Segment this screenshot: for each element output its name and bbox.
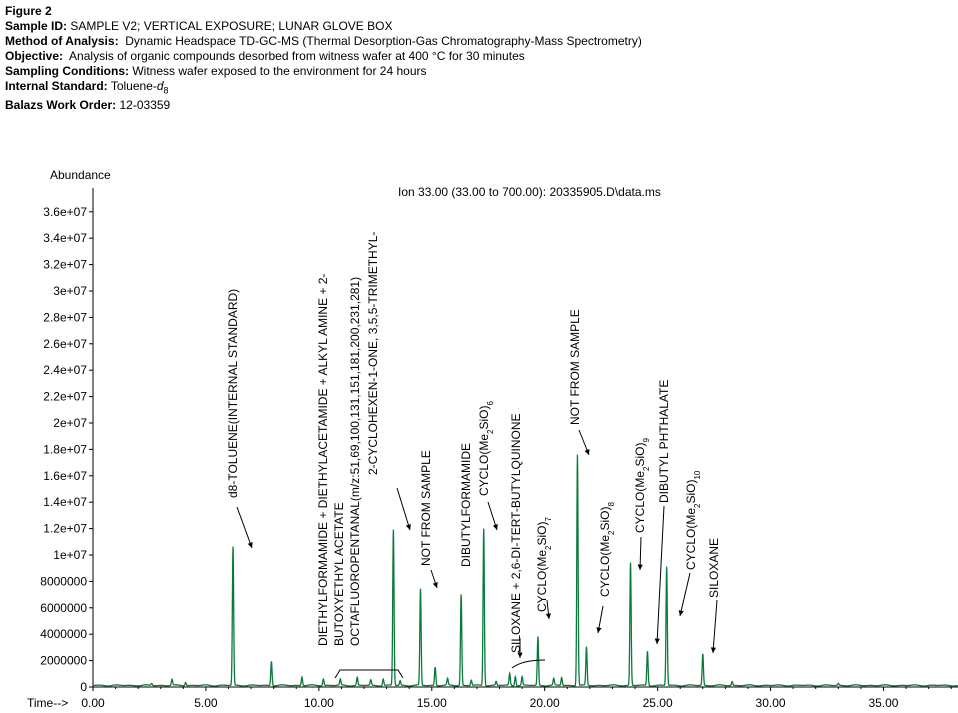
y-tick-label: 2.6e+07 xyxy=(43,337,87,351)
trace-line xyxy=(93,454,958,687)
annotation-label: NOT FROM SAMPLE xyxy=(419,450,433,566)
peak-annotation: CYCLO(Me2SiO)8 xyxy=(596,502,616,634)
annotation-label: SILOXANE xyxy=(707,538,721,598)
figure-label: Figure 2 xyxy=(5,4,52,18)
y-axis-label: Abundance xyxy=(50,168,111,182)
y-tick-label: 3.4e+07 xyxy=(43,231,87,245)
peak-annotation: DIBUTYL PHTHALATE xyxy=(654,380,671,645)
peak-annotation: CYCLO(Me2SiO)7 xyxy=(535,517,553,620)
peak-annotation: SILOXANE xyxy=(707,538,721,654)
annotation-bracket xyxy=(334,669,404,679)
annotation-label: d8-TOLUENE(INTERNAL STANDARD) xyxy=(226,289,240,498)
annotation-arrow xyxy=(712,599,718,654)
x-tick-label: 35.00 xyxy=(868,696,898,710)
annotation-arrow xyxy=(639,536,642,571)
x-tick-label: 15.00 xyxy=(417,696,447,710)
y-tick-label: 1.2e+07 xyxy=(43,522,87,536)
peak-annotation: NOT FROM SAMPLE xyxy=(568,309,590,456)
chromatogram-trace xyxy=(93,454,958,687)
peak-annotations: d8-TOLUENE(INTERNAL STANDARD) DIETHYLFORM… xyxy=(226,232,721,679)
internal-standard-row: Internal Standard: Toluene-d8 xyxy=(5,79,169,96)
y-tick-label: 3.2e+07 xyxy=(43,258,87,272)
peak-annotation: SILOXANE + 2,6-DI-TERT-BUTYLQUINONE xyxy=(509,413,523,658)
annotation-arrowhead xyxy=(710,647,717,653)
peak-annotation: NOT FROM SAMPLE xyxy=(419,450,438,589)
y-tick-label: 3.6e+07 xyxy=(43,205,87,219)
y-tick-label: 8000000 xyxy=(40,574,87,588)
annotation-label: DIBUTYLFORMAMIDE xyxy=(459,443,473,567)
ion-label: Ion 33.00 (33.00 to 700.00): 20335905.D\… xyxy=(398,185,661,199)
y-tick-label: 0 xyxy=(80,680,87,694)
annotation-arrowhead xyxy=(405,524,411,530)
x-tick-label: 0.00 xyxy=(81,696,105,710)
axes: 0 2000000 4000000 6000000 8000000 1e+07 1.2e+0… xyxy=(40,188,958,710)
annotation-label: BUTOXYETHYL ACETATE xyxy=(332,502,346,646)
annotation-arrowhead xyxy=(517,652,523,658)
peak-annotation: CYCLO(Me2SiO)10 xyxy=(678,470,702,617)
y-tick-label: 2e+07 xyxy=(53,416,87,430)
peak-annotation: CYCLO(Me2SiO)9 xyxy=(633,438,651,571)
work-order-row: Balazs Work Order: 12-03359 xyxy=(5,98,171,113)
sample-id-row: Sample ID: SAMPLE V2; VERTICAL EXPOSURE;… xyxy=(5,19,393,33)
report-header: Figure 2 Sample ID: SAMPLE V2; VERTICAL … xyxy=(5,4,642,113)
annotation-arrow xyxy=(656,505,665,645)
annotation-label: CYCLO(Me2SiO)8 xyxy=(598,502,616,597)
annotation-arrowhead xyxy=(637,564,643,570)
y-tick-label: 3e+07 xyxy=(53,284,87,298)
peak-annotation: CYCLO(Me2SiO)6 xyxy=(477,401,498,531)
peak-annotation: DIETHYLFORMAMIDE + DIETHYLACETAMIDE + AL… xyxy=(316,274,330,646)
peak-annotation: DIBUTYLFORMAMIDE xyxy=(459,443,473,567)
x-axis-label: Time--> xyxy=(27,696,68,710)
annotation-arrow xyxy=(236,506,253,549)
peak-annotation: 2-CYCLOHEXEN-1-ONE, 3,5,5-TRIMETHYL- xyxy=(366,232,411,531)
y-tick-label: 1.6e+07 xyxy=(43,469,87,483)
annotation-arrowhead xyxy=(545,613,552,619)
annotation-label: OCTAFLUOROPENTANAL(m/z:51,69,100,131,151… xyxy=(348,277,362,646)
annotation-label: CYCLO(Me2SiO)10 xyxy=(684,470,702,570)
annotation-arrowhead xyxy=(678,610,684,616)
annotation-label: CYCLO(Me2SiO)7 xyxy=(535,517,553,612)
peak-annotation: OCTAFLUOROPENTANAL(m/z:51,69,100,131,151… xyxy=(348,277,362,646)
y-tick-label: 2.4e+07 xyxy=(43,363,87,377)
annotation-arrow xyxy=(679,572,691,617)
annotation-label: CYCLO(Me2SiO)9 xyxy=(633,438,651,533)
x-tick-label: 25.00 xyxy=(643,696,673,710)
annotation-label: CYCLO(Me2SiO)6 xyxy=(477,401,495,496)
y-tick-label: 2.2e+07 xyxy=(43,390,87,404)
x-tick-label: 10.00 xyxy=(304,696,334,710)
annotation-arrowhead xyxy=(654,638,660,644)
y-tick-label: 1.8e+07 xyxy=(43,442,87,456)
annotation-label: DIETHYLFORMAMIDE + DIETHYLACETAMIDE + AL… xyxy=(316,274,330,646)
objective-row: Objective: Analysis of organic compounds… xyxy=(5,49,525,63)
annotation-arrowhead xyxy=(247,542,253,548)
annotation-label: SILOXANE + 2,6-DI-TERT-BUTYLQUINONE xyxy=(509,413,523,653)
annotation-label: DIBUTYL PHTHALATE xyxy=(657,380,671,503)
y-tick-label: 1.4e+07 xyxy=(43,495,87,509)
annotation-label: NOT FROM SAMPLE xyxy=(568,309,582,425)
annotation-arrowhead xyxy=(596,627,602,633)
peak-annotation: BUTOXYETHYL ACETATE xyxy=(332,502,346,646)
y-tick-label: 4000000 xyxy=(40,627,87,641)
x-tick-label: 5.00 xyxy=(194,696,218,710)
peak-annotation: d8-TOLUENE(INTERNAL STANDARD) xyxy=(226,289,253,549)
annotation-arrowhead xyxy=(432,582,438,588)
annotation-arrowhead xyxy=(584,449,590,455)
y-tick-label: 2.8e+07 xyxy=(43,310,87,324)
annotation-arrowhead xyxy=(492,524,498,530)
x-tick-label: 20.00 xyxy=(530,696,560,710)
annotation-arrow xyxy=(396,487,411,531)
x-tick-label: 30.00 xyxy=(756,696,786,710)
y-tick-label: 6000000 xyxy=(40,601,87,615)
y-tick-label: 1e+07 xyxy=(53,548,87,562)
sampling-row: Sampling Conditions: Witness wafer expos… xyxy=(5,64,427,78)
annotation-label: 2-CYCLOHEXEN-1-ONE, 3,5,5-TRIMETHYL- xyxy=(366,232,380,475)
method-row: Method of Analysis: Dynamic Headspace TD… xyxy=(5,34,642,48)
annotation-bracket xyxy=(511,659,546,669)
y-tick-label: 2000000 xyxy=(40,654,87,668)
